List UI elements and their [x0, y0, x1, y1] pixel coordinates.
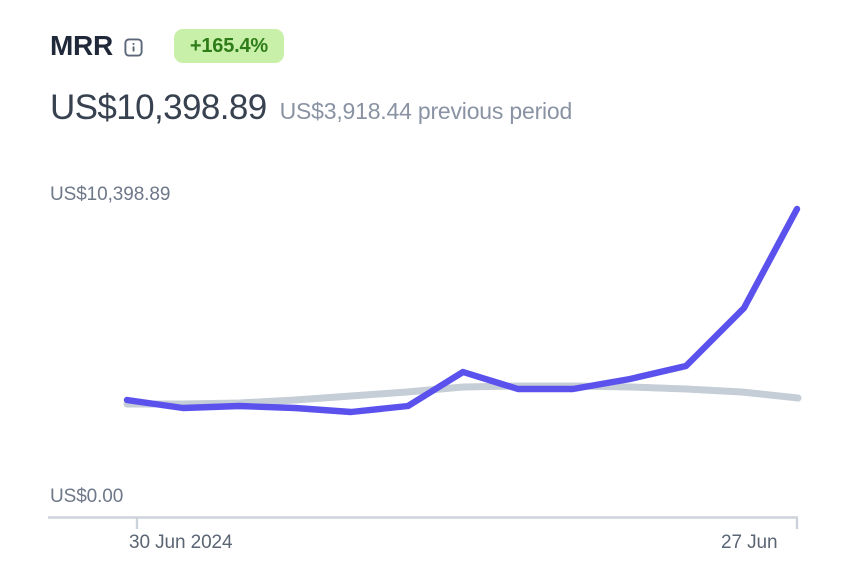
value-row: US$10,398.89 US$3,918.44 previous period	[50, 90, 572, 125]
metric-header: MRR +165.4%	[50, 26, 284, 66]
x-axis-start-label: 30 Jun 2024	[129, 532, 233, 553]
status-badge: +165.4%	[173, 29, 284, 63]
page-title: MRR	[50, 30, 113, 61]
info-icon[interactable]	[124, 37, 143, 57]
x-axis-end-label: 27 Jun	[721, 532, 778, 553]
y-axis-max-label: US$10,398.89	[50, 184, 171, 205]
current-period-line	[123, 205, 801, 416]
y-axis-min-label: US$0.00	[50, 486, 124, 507]
primary-value: US$10,398.89	[50, 88, 267, 127]
previous-period-value: US$3,918.44 previous period	[279, 98, 573, 124]
previous-period-line	[123, 382, 802, 408]
